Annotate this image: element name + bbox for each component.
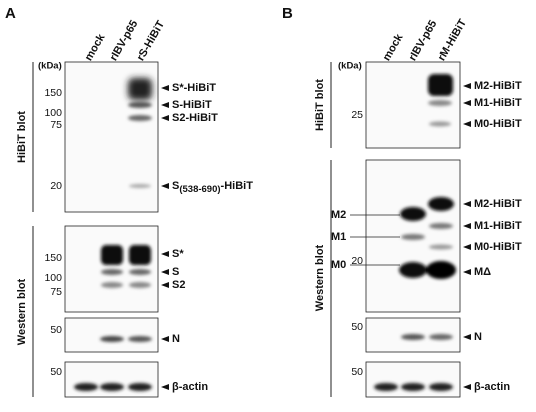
bands bbox=[401, 334, 453, 340]
marker: 20 bbox=[351, 255, 363, 267]
bands bbox=[374, 383, 453, 391]
band-label: N bbox=[172, 333, 180, 345]
marker: 75 bbox=[50, 286, 62, 298]
band-label: N bbox=[474, 331, 482, 343]
section-title: HiBiT blot bbox=[16, 111, 28, 163]
bands bbox=[74, 383, 152, 391]
arrow bbox=[161, 85, 169, 91]
band-label: S(538-690)-HiBiT bbox=[172, 180, 253, 195]
marker: 150 bbox=[44, 252, 62, 264]
marker: 20 bbox=[50, 180, 62, 192]
section-title: Western blot bbox=[16, 278, 28, 345]
section-title: HiBiT blot bbox=[314, 79, 326, 131]
lane-label: mock bbox=[83, 31, 108, 63]
kda-label: (kDa) bbox=[38, 61, 62, 72]
bands bbox=[100, 336, 152, 342]
marker: 50 bbox=[351, 366, 363, 378]
lane-label: rM-HiBiT bbox=[436, 17, 469, 63]
band-label: S* bbox=[172, 248, 184, 260]
band-label: M2-HiBiT bbox=[474, 198, 522, 210]
arrow bbox=[161, 282, 169, 288]
blot bbox=[365, 361, 461, 398]
marker: 150 bbox=[44, 87, 62, 99]
arrow bbox=[463, 201, 471, 207]
left-label: M1 bbox=[331, 231, 346, 243]
marker: 50 bbox=[50, 366, 62, 378]
arrow bbox=[161, 251, 169, 257]
band-label: M0-HiBiT bbox=[474, 118, 522, 130]
marker: 100 bbox=[44, 107, 62, 119]
arrow bbox=[463, 269, 471, 275]
kda-label: (kDa) bbox=[338, 61, 362, 72]
marker: 25 bbox=[351, 109, 363, 121]
bands bbox=[428, 74, 453, 127]
left-label: M0 bbox=[331, 259, 346, 271]
arrow bbox=[463, 83, 471, 89]
arrow bbox=[463, 244, 471, 250]
band-label: S2 bbox=[172, 279, 185, 291]
band-label: S bbox=[172, 266, 179, 278]
band-label: S2-HiBiT bbox=[172, 112, 218, 124]
band-label: M2-HiBiT bbox=[474, 80, 522, 92]
arrow bbox=[463, 223, 471, 229]
marker: 75 bbox=[50, 119, 62, 131]
band-label: β-actin bbox=[172, 381, 208, 393]
panel-label: B bbox=[282, 5, 293, 22]
band-label: M1-HiBiT bbox=[474, 220, 522, 232]
marker: 50 bbox=[50, 324, 62, 336]
bands bbox=[101, 245, 151, 288]
arrow bbox=[161, 102, 169, 108]
marker: 50 bbox=[351, 321, 363, 333]
arrow bbox=[161, 384, 169, 390]
arrow bbox=[161, 115, 169, 121]
bands bbox=[399, 197, 456, 279]
arrow bbox=[463, 384, 471, 390]
blot bbox=[64, 317, 159, 353]
band-label: S*-HiBiT bbox=[172, 82, 216, 94]
arrow bbox=[463, 334, 471, 340]
section-title: Western blot bbox=[314, 244, 326, 311]
band-label: MΔ bbox=[474, 266, 491, 278]
band-label: M0-HiBiT bbox=[474, 241, 522, 253]
arrow bbox=[161, 336, 169, 342]
arrow bbox=[161, 183, 169, 189]
panel-label: A bbox=[5, 5, 16, 22]
blot bbox=[64, 361, 159, 398]
band-label: M1-HiBiT bbox=[474, 97, 522, 109]
blot bbox=[64, 225, 159, 313]
arrow bbox=[463, 100, 471, 106]
arrow bbox=[161, 269, 169, 275]
band-label: S-HiBiT bbox=[172, 99, 212, 111]
lane-label: mock bbox=[381, 31, 406, 63]
lane-label: rIBV-p65 bbox=[407, 18, 440, 63]
bands bbox=[128, 78, 152, 188]
marker: 100 bbox=[44, 272, 62, 284]
arrow bbox=[463, 121, 471, 127]
left-label: M2 bbox=[331, 209, 346, 221]
band-label: β-actin bbox=[474, 381, 510, 393]
